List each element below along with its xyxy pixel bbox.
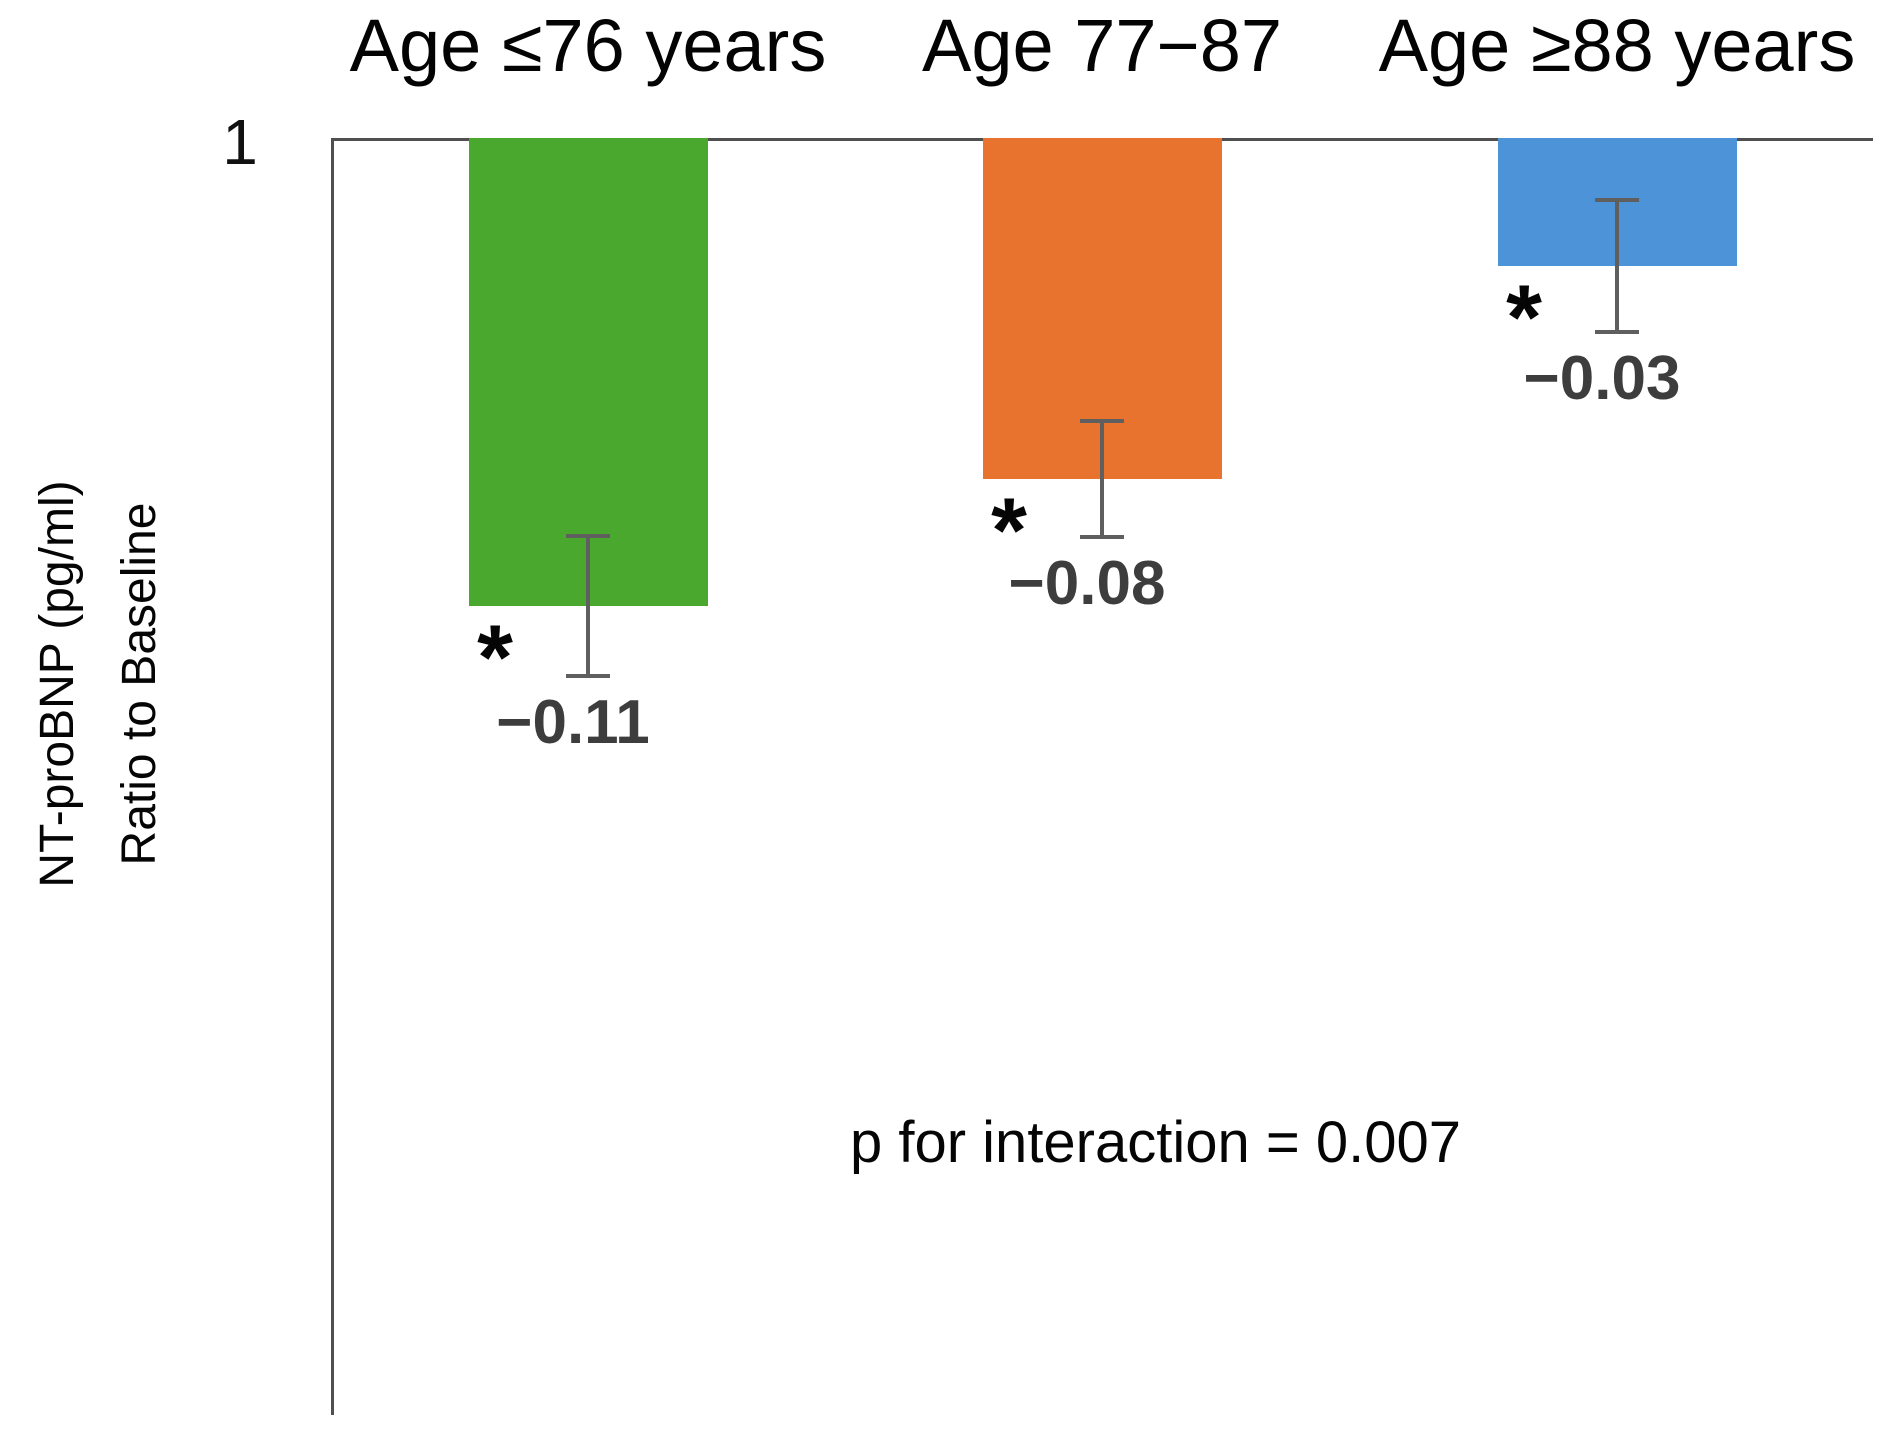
value-label: −0.03 xyxy=(1523,344,1681,413)
error-bar-cap-b xyxy=(566,674,610,678)
error-bar-cap-b xyxy=(1595,330,1639,334)
bar xyxy=(468,138,708,606)
error-bar-stem xyxy=(1615,198,1619,334)
y-axis-title: NT-proBNP (pg/ml) Ratio to Baseline xyxy=(17,184,187,1184)
category-label: Age ≥88 years xyxy=(1378,4,1856,87)
category-label: Age ≤76 years xyxy=(349,4,827,87)
error-bar-cap-b xyxy=(1080,535,1124,539)
significance-asterisk: * xyxy=(991,480,1027,582)
error-bar xyxy=(566,534,610,678)
error-bar xyxy=(1595,198,1639,334)
y-axis-title-line1: NT-proBNP (pg/ml) xyxy=(31,480,84,888)
p-interaction-annotation: p for interaction = 0.007 xyxy=(850,1110,1462,1175)
significance-asterisk: * xyxy=(477,607,513,709)
value-label: −0.11 xyxy=(496,688,650,757)
error-bar-stem xyxy=(586,534,590,678)
significance-asterisk: * xyxy=(1506,267,1542,369)
category-label: Age 77−87 xyxy=(921,4,1283,87)
value-label: −0.08 xyxy=(1008,549,1166,618)
y-axis-title-line2: Ratio to Baseline xyxy=(113,502,166,866)
y-tick-label: 1 xyxy=(222,106,258,178)
y-axis-line xyxy=(331,138,334,1415)
error-bar-stem xyxy=(1100,419,1104,539)
error-bar xyxy=(1080,419,1124,539)
